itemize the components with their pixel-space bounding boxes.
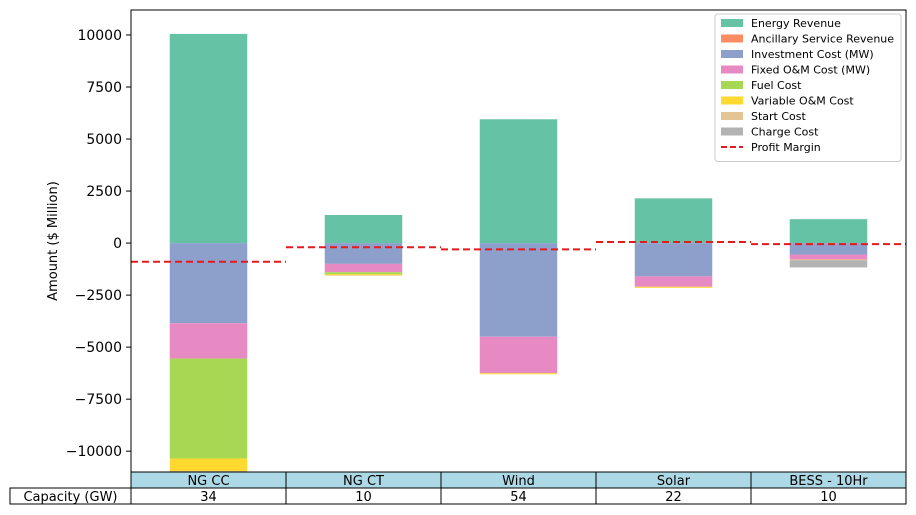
legend-swatch bbox=[721, 81, 743, 89]
axes-layer: −10000 −7500 −5000 −2500 0 2500 5000 7500 10000 A… bbox=[46, 9, 907, 473]
table-cell-value: 54 bbox=[510, 490, 527, 505]
table-cell-value: 10 bbox=[355, 490, 372, 505]
bars-layer bbox=[169, 33, 868, 472]
legend: Energy Revenue Ancillary Service Revenue I… bbox=[714, 13, 902, 162]
table-header-label: NG CT bbox=[343, 474, 384, 489]
table-header-label: Wind bbox=[502, 474, 535, 489]
capacity-table: NG CC NG CT Wind Solar BESS - 10Hr Capacity (… bbox=[9, 471, 907, 505]
legend-frame bbox=[714, 13, 902, 162]
bar-segment bbox=[479, 243, 558, 337]
bar-segment bbox=[324, 263, 403, 273]
bar-segment bbox=[479, 373, 558, 375]
bar-segment bbox=[789, 219, 868, 244]
y-tick-label: −10000 bbox=[66, 444, 122, 460]
bar-segment bbox=[324, 243, 403, 264]
table-header-label: BESS - 10Hr bbox=[789, 474, 868, 489]
legend-swatch bbox=[721, 96, 743, 105]
bar-segment bbox=[169, 470, 248, 472]
y-axis-title: Amount ($ Million) bbox=[46, 181, 61, 301]
table-cell-value: 10 bbox=[820, 490, 837, 505]
legend-swatch bbox=[721, 112, 743, 120]
legend-label: Investment Cost (MW) bbox=[751, 48, 874, 61]
table-header-label: Solar bbox=[657, 474, 691, 489]
y-tick-label: −5000 bbox=[75, 340, 122, 356]
legend-label: Profit Margin bbox=[751, 141, 821, 154]
bar-segment bbox=[324, 214, 403, 244]
bar-segment bbox=[479, 336, 558, 374]
bar-segment bbox=[789, 260, 868, 268]
bar-segment bbox=[169, 323, 248, 359]
legend-swatch bbox=[721, 65, 743, 74]
table-header-label: NG CC bbox=[187, 474, 229, 489]
y-tick-label: 5000 bbox=[86, 132, 122, 148]
y-tick-label: 2500 bbox=[86, 184, 122, 200]
bar-segment bbox=[169, 33, 248, 244]
bar-segment bbox=[324, 272, 403, 275]
bar-segment bbox=[169, 243, 248, 324]
table-cell bbox=[750, 487, 907, 505]
bar-segment bbox=[479, 119, 558, 244]
y-tick-label: 0 bbox=[113, 236, 122, 252]
legend-label: Fixed O&M Cost (MW) bbox=[751, 64, 870, 77]
bar-segment bbox=[789, 243, 868, 255]
bar-segment bbox=[324, 274, 403, 276]
legend-label: Ancillary Service Revenue bbox=[751, 33, 894, 46]
legend-swatch bbox=[721, 34, 743, 43]
bar-segment bbox=[634, 198, 713, 244]
y-tick-label: −2500 bbox=[75, 288, 122, 304]
legend-swatch bbox=[721, 50, 743, 58]
legend-label: Start Cost bbox=[751, 110, 807, 123]
legend-label: Charge Cost bbox=[751, 126, 819, 139]
profit-margin-layer bbox=[131, 241, 906, 263]
y-tick-label: −7500 bbox=[75, 392, 122, 408]
legend-label: Fuel Cost bbox=[751, 79, 802, 92]
legend-label: Energy Revenue bbox=[751, 17, 841, 30]
y-tick-label: 7500 bbox=[86, 80, 122, 96]
legend-label: Variable O&M Cost bbox=[751, 95, 854, 108]
legend-swatch bbox=[721, 19, 743, 27]
table-cell-value: 34 bbox=[200, 490, 217, 505]
table-cell-value: 22 bbox=[665, 490, 682, 505]
legend-swatch bbox=[721, 127, 743, 136]
table-row-label: Capacity (GW) bbox=[23, 490, 117, 505]
bar-segment bbox=[789, 254, 868, 260]
bar-segment bbox=[169, 458, 248, 471]
bar-segment bbox=[634, 286, 713, 288]
bar-segment bbox=[634, 243, 713, 277]
bar-segment bbox=[169, 358, 248, 459]
bar-segment bbox=[634, 276, 713, 287]
y-tick-label: 10000 bbox=[77, 28, 122, 44]
